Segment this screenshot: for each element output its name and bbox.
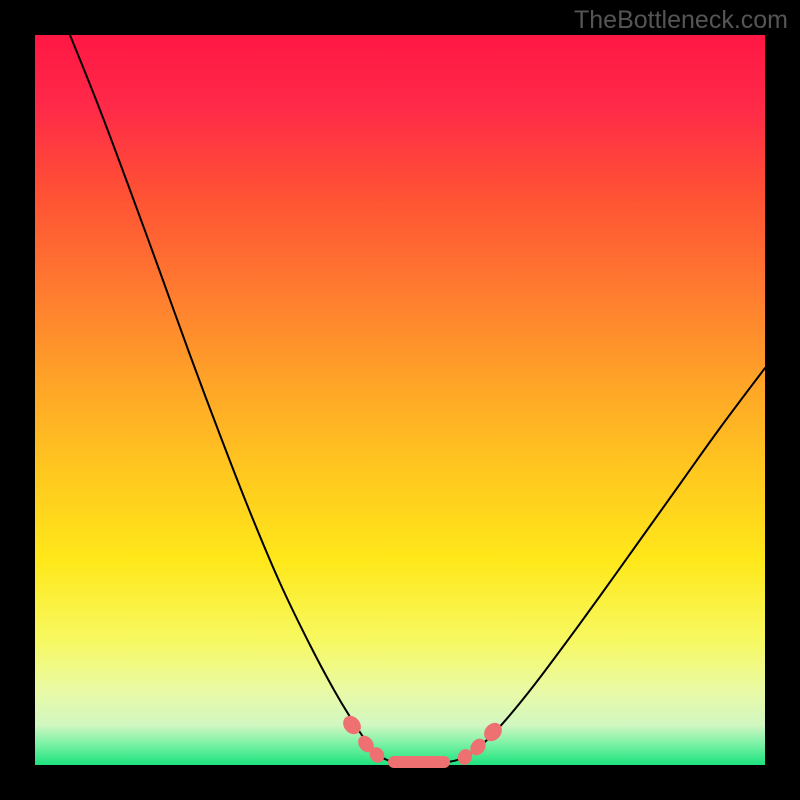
marker-bottom-bar (388, 756, 450, 768)
plot-background (35, 35, 765, 765)
chart-svg (0, 0, 800, 800)
chart-stage: TheBottleneck.com (0, 0, 800, 800)
